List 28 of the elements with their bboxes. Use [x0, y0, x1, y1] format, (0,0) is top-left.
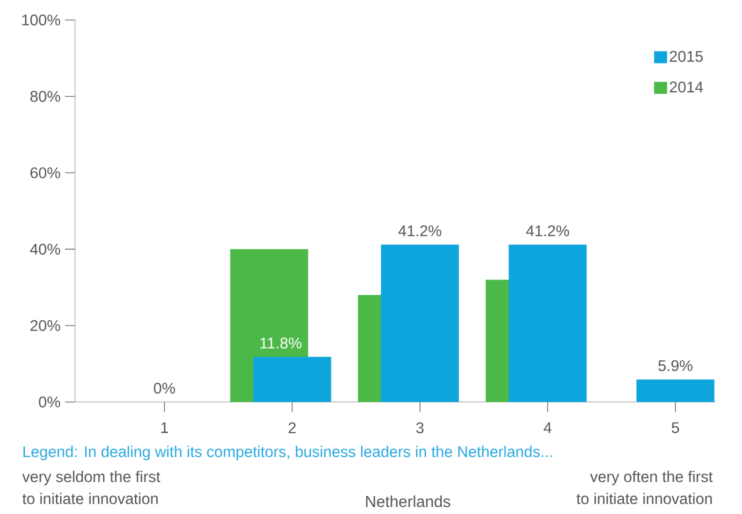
x-tick-label: 5 [672, 422, 680, 434]
data-label: 41.2% [526, 225, 569, 236]
text: very seldom the first [22, 470, 160, 486]
legend-label: 2014 [670, 82, 703, 92]
data-label: 11.8% [260, 338, 302, 349]
y-tick-label: 40% [30, 244, 60, 255]
y-tick-label: 20% [30, 320, 60, 332]
text: very often the first [590, 470, 713, 486]
data-label: 41.2% [398, 225, 442, 236]
text: Legend: In dealing with its competitors, business leaders in the Netherlands... [23, 446, 552, 460]
x-tick-label: 1 [161, 422, 168, 433]
y-tick-label: 60% [30, 167, 60, 178]
data-label: 5.9% [658, 360, 692, 372]
y-tick-label: 0% [38, 396, 60, 408]
legend-label: 2015 [670, 50, 703, 62]
x-tick-label: 3 [416, 422, 424, 434]
x-axis-title: Netherlands [366, 495, 450, 508]
bar [508, 244, 587, 402]
bar [636, 379, 714, 402]
data-label: 0% [154, 382, 176, 394]
y-tick-label: 100% [22, 14, 60, 26]
x-tick-label: 2 [288, 422, 296, 434]
bar [380, 244, 459, 402]
text: to initiate innovation [22, 492, 158, 504]
x-tick-label: 4 [544, 422, 552, 433]
text: to initiate innovation [576, 492, 712, 504]
y-tick-label: 80% [30, 90, 60, 102]
bar [253, 356, 332, 402]
